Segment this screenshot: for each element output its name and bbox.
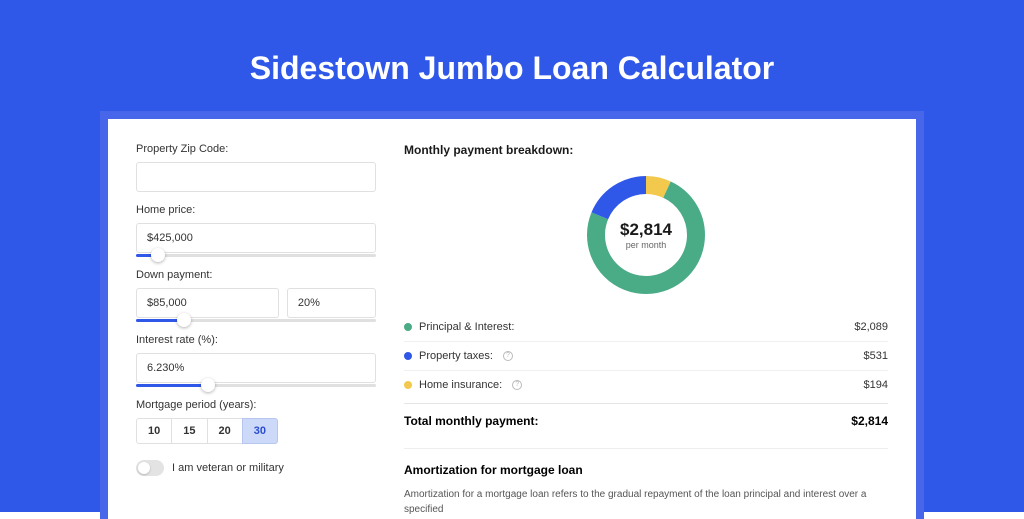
legend-value: $2,089 [854,321,888,333]
breakdown-panel: Monthly payment breakdown: $2,814 per mo… [404,143,888,495]
legend-dot [404,323,412,331]
veteran-toggle[interactable] [136,460,164,476]
down-payment-label: Down payment: [136,269,376,281]
legend-label: Property taxes: [419,350,493,362]
interest-rate-slider[interactable] [136,384,376,387]
down-payment-input[interactable] [136,288,279,318]
breakdown-title: Monthly payment breakdown: [404,143,888,157]
total-value: $2,814 [851,414,888,428]
legend-label: Home insurance: [419,379,502,391]
home-price-slider[interactable] [136,254,376,257]
home-price-input[interactable] [136,223,376,253]
period-button-10[interactable]: 10 [136,418,172,444]
interest-rate-label: Interest rate (%): [136,334,376,346]
form-panel: Property Zip Code: Home price: Down paym… [136,143,376,495]
zip-input[interactable] [136,162,376,192]
legend-label: Principal & Interest: [419,321,514,333]
slider-thumb[interactable] [151,248,165,262]
legend-row: Principal & Interest: $2,089 [404,313,888,342]
legend-dot [404,352,412,360]
donut-chart-wrap: $2,814 per month [404,167,888,313]
total-label: Total monthly payment: [404,414,538,428]
down-payment-pct-input[interactable] [287,288,376,318]
home-price-label: Home price: [136,204,376,216]
info-icon[interactable]: ? [503,351,513,361]
donut-amount: $2,814 [620,220,672,240]
down-payment-slider[interactable] [136,319,376,322]
total-row: Total monthly payment: $2,814 [404,403,888,442]
legend-value: $531 [864,350,888,362]
period-button-15[interactable]: 15 [171,418,207,444]
slider-fill [136,384,208,387]
page-title: Sidestown Jumbo Loan Calculator [0,50,1024,87]
amortization-section: Amortization for mortgage loan Amortizat… [404,448,888,517]
legend-row: Property taxes:? $531 [404,342,888,371]
page-background: Sidestown Jumbo Loan Calculator Property… [0,0,1024,512]
amortization-title: Amortization for mortgage loan [404,463,888,477]
zip-label: Property Zip Code: [136,143,376,155]
slider-thumb[interactable] [201,378,215,392]
amortization-text: Amortization for a mortgage loan refers … [404,487,888,517]
donut-sublabel: per month [626,240,667,250]
legend-list: Principal & Interest: $2,089 Property taxe… [404,313,888,399]
legend-dot [404,381,412,389]
calculator-card: Property Zip Code: Home price: Down paym… [108,119,916,519]
info-icon[interactable]: ? [512,380,522,390]
legend-row: Home insurance:? $194 [404,371,888,399]
veteran-label: I am veteran or military [172,462,284,474]
donut-chart: $2,814 per month [586,175,706,295]
period-button-20[interactable]: 20 [207,418,243,444]
mortgage-period-options: 10152030 [136,418,376,444]
toggle-knob [138,462,150,474]
interest-rate-input[interactable] [136,353,376,383]
donut-center: $2,814 per month [586,175,706,295]
slider-thumb[interactable] [177,313,191,327]
mortgage-period-label: Mortgage period (years): [136,399,376,411]
legend-value: $194 [864,379,888,391]
period-button-30[interactable]: 30 [242,418,278,444]
